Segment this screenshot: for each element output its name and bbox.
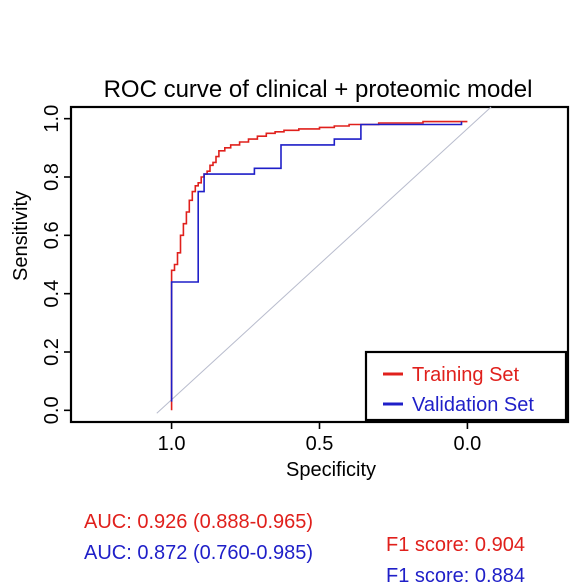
x-tick-label: 1.0 (158, 433, 186, 455)
series-line-validation (170, 121, 463, 402)
series-line-training (170, 120, 468, 411)
legend-box (364, 350, 568, 422)
x-tick-label: 0.5 (306, 433, 334, 455)
training-f1-text: F1 score: 0.904 (386, 534, 525, 556)
roc-chart: ROC curve of clinical + proteomic model … (10, 76, 570, 481)
legend: Training Set Validation Set (364, 350, 568, 422)
x-axis-label: Specificity (286, 459, 376, 481)
chart-title: ROC curve of clinical + proteomic model (104, 76, 533, 103)
validation-auc-text: AUC: 0.872 (0.760-0.985) (84, 542, 314, 564)
legend-label-training: Training Set (412, 364, 520, 386)
x-tick-label: 0.0 (454, 433, 482, 455)
training-stats: AUC: 0.926 (0.888-0.965) F1 score: 0.904 (74, 488, 525, 557)
validation-stats: AUC: 0.872 (0.760-0.985) F1 score: 0.884 (74, 519, 525, 588)
training-auc-text: AUC: 0.926 (0.888-0.965) (84, 511, 314, 533)
y-tick-label: 1.0 (41, 105, 63, 133)
y-axis: 0.0 0.2 0.4 0.6 0.8 1.0 (41, 105, 71, 424)
y-tick-label: 0.2 (41, 338, 63, 366)
y-axis-label: Sensitivity (10, 191, 32, 281)
y-tick-label: 0.8 (41, 163, 63, 191)
y-tick-label: 0.0 (41, 396, 63, 424)
x-axis: 1.0 0.5 0.0 (158, 422, 482, 455)
reference-diagonal-line (156, 106, 492, 414)
legend-label-validation: Validation Set (412, 394, 534, 416)
validation-f1-text: F1 score: 0.884 (386, 565, 525, 587)
y-tick-label: 0.4 (41, 280, 63, 308)
y-tick-label: 0.6 (41, 221, 63, 249)
